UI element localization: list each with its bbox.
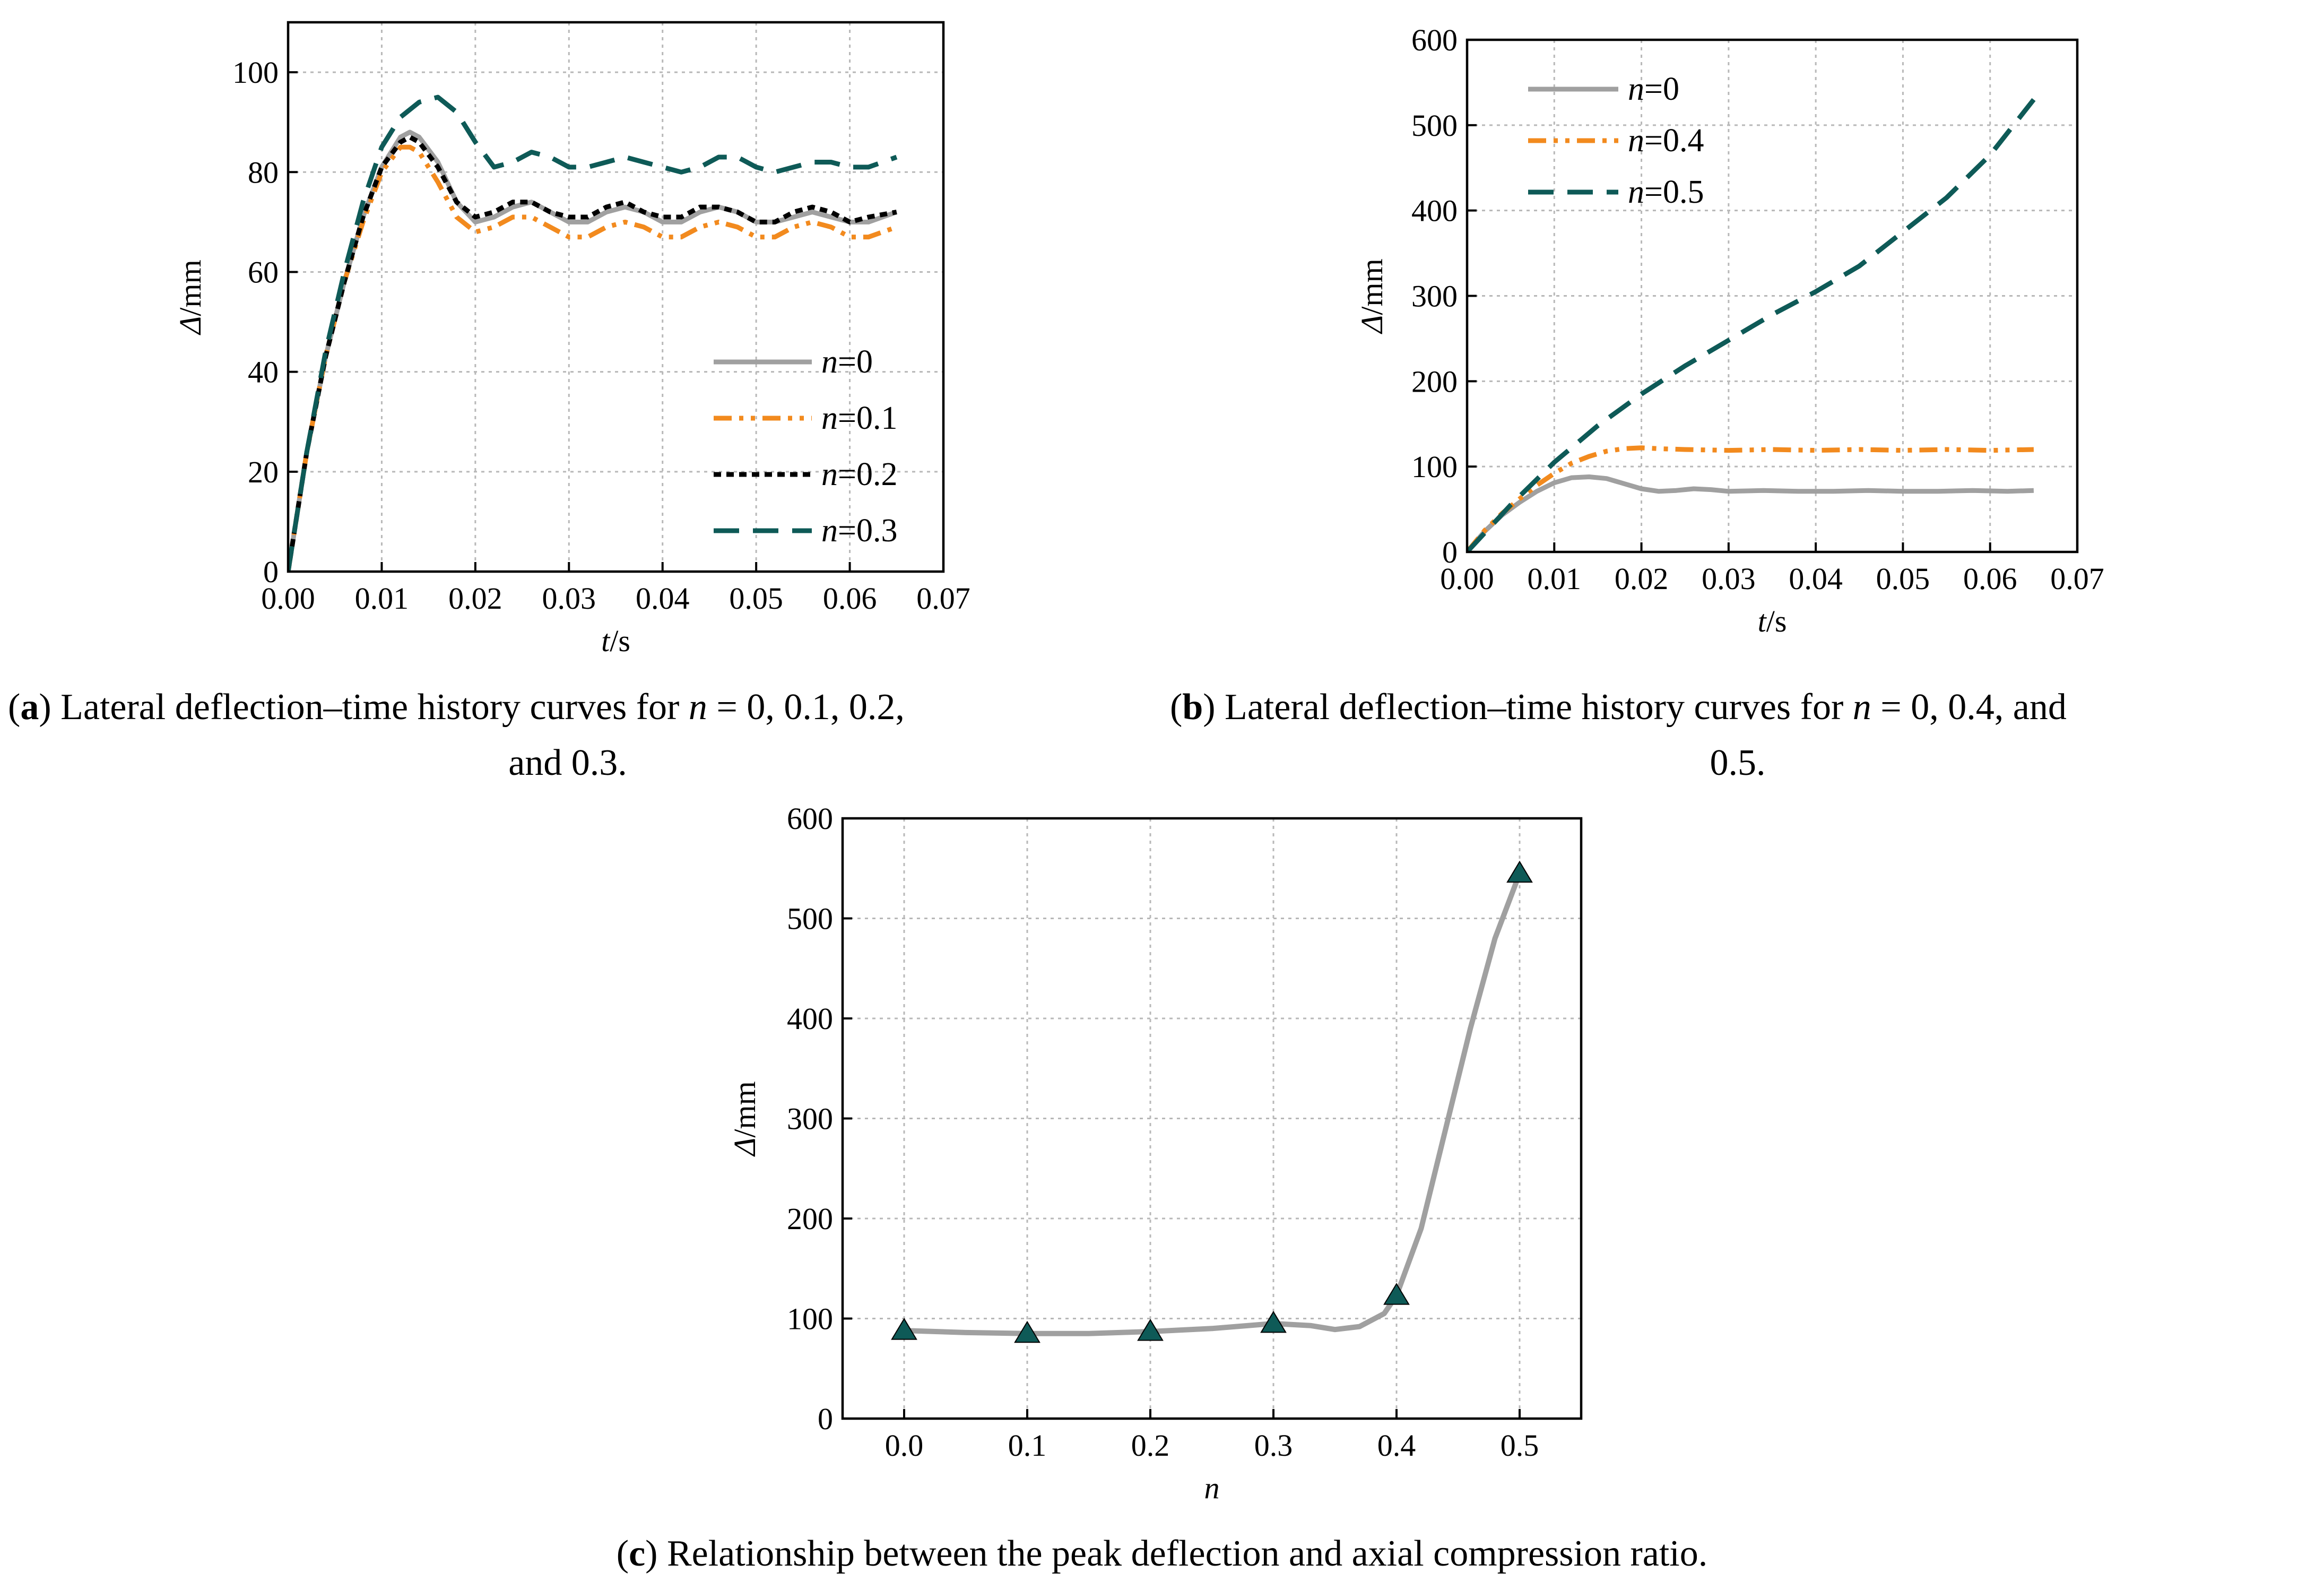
x-tick-label: 0.4 — [1377, 1428, 1416, 1463]
y-tick-label: 600 — [787, 801, 833, 836]
series-line-0 — [1467, 474, 2034, 552]
x-tick-label: 0.02 — [1615, 561, 1669, 596]
y-tick-label: 0 — [1442, 535, 1458, 569]
x-tick-label: 0.07 — [2050, 561, 2104, 596]
y-tick-label: 600 — [1411, 23, 1458, 57]
x-tick-label: 0.02 — [448, 581, 502, 616]
caption-b-line2: 0.5. — [1710, 742, 1766, 783]
legend-label-3: n=0.3 — [821, 513, 897, 549]
x-tick-label: 0.5 — [1501, 1428, 1539, 1463]
y-tick-label: 80 — [248, 155, 279, 189]
y-axis-label: Δ/mm — [1355, 258, 1389, 334]
plot-area — [904, 872, 1522, 1336]
data-point-marker — [1383, 1283, 1410, 1305]
legend-label-2: n=0.5 — [1628, 174, 1704, 210]
y-tick-label: 500 — [787, 902, 833, 936]
x-tick-label: 0.3 — [1254, 1428, 1293, 1463]
caption-c-letter: c — [629, 1533, 645, 1574]
x-tick-label: 0.07 — [916, 581, 970, 616]
y-tick-label: 20 — [248, 455, 279, 489]
y-tick-label: 0 — [818, 1402, 833, 1436]
chart-c: 0.0 0.1 0.2 0.3 0.4 0.5 0 100 200 300 400 500 600 n Δ/… — [727, 801, 1583, 1505]
y-tick-label: 0 — [263, 555, 279, 589]
series-line-1 — [1467, 445, 2034, 552]
x-tick-label: 0.01 — [1528, 561, 1582, 596]
x-axis-label: n — [1204, 1471, 1220, 1505]
y-axis-label: Δ/mm — [173, 260, 207, 335]
plot-frame — [287, 21, 945, 573]
y-tick-label: 100 — [787, 1302, 833, 1336]
x-tick-label: 0.03 — [1702, 561, 1756, 596]
chart-b: 0.00 0.01 0.02 0.03 0.04 0.05 0.06 0.07 0 100 200 3… — [1355, 23, 2104, 638]
caption-b-letter: b — [1182, 687, 1203, 728]
series-line-0 — [288, 129, 898, 572]
legend-label-0: n=0 — [821, 344, 873, 380]
legend-label-1: n=0.4 — [1628, 123, 1704, 159]
caption-b-line1: (b) Lateral deflection–time history curv… — [1170, 687, 2067, 728]
y-tick-label: 300 — [787, 1102, 833, 1136]
x-axis-label: t/s — [601, 624, 630, 658]
data-point-marker — [891, 1318, 917, 1340]
caption-a-line2: and 0.3. — [508, 742, 627, 783]
y-tick-label: 200 — [1411, 364, 1458, 399]
chart-a: 0.00 0.01 0.02 0.03 0.04 0.05 0.06 0.07 0 20 40 60 8… — [173, 21, 970, 658]
y-tick-label: 40 — [248, 355, 279, 390]
series-line-2 — [1467, 98, 2036, 552]
x-tick-label: 0.03 — [542, 581, 596, 616]
y-tick-label: 100 — [232, 55, 279, 90]
series-line-3 — [288, 94, 898, 572]
y-tick-label: 60 — [248, 255, 279, 289]
y-tick-label: 500 — [1411, 108, 1458, 143]
plot-frame — [841, 817, 1583, 1420]
y-tick-label: 100 — [1411, 450, 1458, 484]
legend-label-0: n=0 — [1628, 71, 1679, 107]
x-tick-label: 0.01 — [355, 581, 409, 616]
data-point-marker — [1014, 1320, 1040, 1343]
series-line-2 — [288, 134, 897, 572]
x-tick-label: 0.05 — [1876, 561, 1930, 596]
series-line-1 — [288, 144, 898, 572]
x-axis-label: t/s — [1758, 604, 1787, 638]
y-axis-label: Δ/mm — [727, 1081, 762, 1156]
x-tick-label: 0.00 — [261, 581, 315, 616]
x-tick-label: 0.00 — [1440, 561, 1494, 596]
caption-a-letter: a — [20, 687, 39, 728]
x-tick-label: 0.06 — [823, 581, 877, 616]
legend-label-2: n=0.2 — [821, 456, 897, 492]
caption-c: (c) Relationship between the peak deflec… — [617, 1533, 1708, 1574]
x-tick-label: 0.04 — [1789, 561, 1843, 596]
y-tick-label: 400 — [1411, 194, 1458, 228]
x-tick-label: 0.06 — [1963, 561, 2017, 596]
legend-label-1: n=0.1 — [821, 400, 897, 436]
x-tick-label: 0.05 — [729, 581, 783, 616]
x-tick-label: 0.1 — [1008, 1428, 1047, 1463]
plot-area — [288, 94, 898, 572]
x-tick-label: 0.0 — [885, 1428, 924, 1463]
plot-frame — [1465, 38, 2079, 554]
plot-area — [1467, 98, 2036, 552]
y-tick-label: 200 — [787, 1202, 833, 1236]
x-tick-label: 0.04 — [636, 581, 690, 616]
data-point-marker — [1506, 860, 1533, 883]
y-tick-label: 400 — [787, 1001, 833, 1036]
trend-curve — [904, 872, 1522, 1336]
x-tick-label: 0.2 — [1131, 1428, 1170, 1463]
y-tick-label: 300 — [1411, 279, 1458, 314]
data-point-marker — [1137, 1319, 1164, 1341]
caption-a-line1: (a) Lateral deflection–time history curv… — [8, 687, 905, 728]
data-point-marker — [1260, 1310, 1287, 1333]
